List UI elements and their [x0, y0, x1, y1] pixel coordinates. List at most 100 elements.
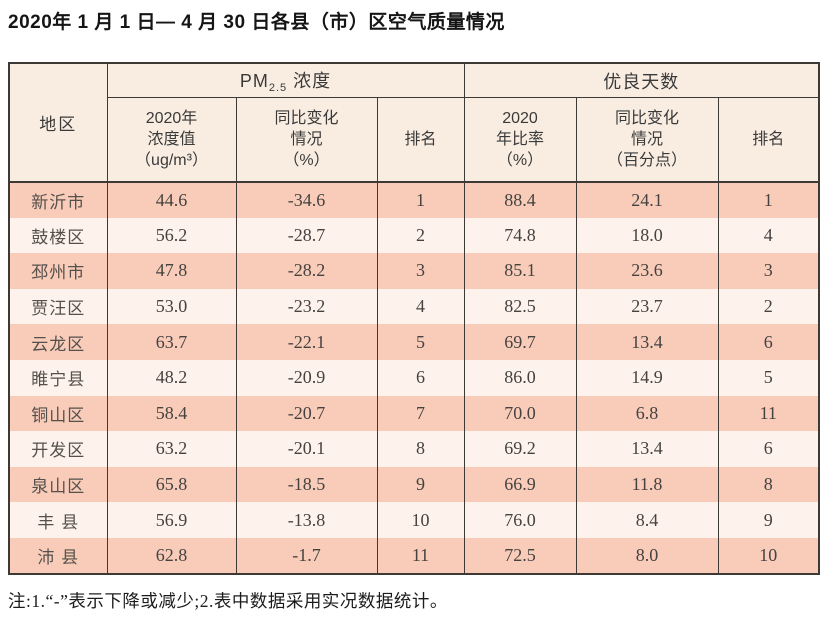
table-row: 沛 县 62.8 -1.7 11 72.5 8.0 10	[8, 537, 820, 574]
header-rate-rank: 排名	[717, 97, 820, 183]
table-row: 鼓楼区 56.2 -28.7 2 74.8 18.0 4	[8, 217, 820, 254]
header-pm-rank: 排名	[376, 97, 465, 183]
header-pm-change-line2: 情况	[290, 130, 323, 148]
header-pm-value-line2: 浓度值	[147, 130, 196, 148]
pm25-subscript: 2.5	[268, 82, 288, 94]
region-cell: 鼓楼区	[8, 217, 108, 254]
rate-change-cell: 24.1	[575, 182, 719, 218]
pm-rank-cell: 3	[376, 253, 465, 289]
rate-cell: 74.8	[463, 217, 577, 254]
table-body: 新沂市 44.6 -34.6 1 88.4 24.1 1 鼓楼区 56.2 -2…	[8, 182, 820, 574]
region-cell: 开发区	[8, 431, 108, 467]
region-cell: 贾汪区	[8, 288, 108, 325]
pm-rank-cell: 7	[376, 395, 465, 432]
pm-value-cell: 63.7	[106, 324, 237, 360]
pm-rank-cell: 8	[376, 431, 465, 467]
rate-change-cell: 8.0	[575, 537, 719, 574]
pm-value-cell: 44.6	[106, 182, 237, 218]
header-pm-change: 同比变化 情况 （%）	[235, 97, 378, 183]
rate-change-cell: 18.0	[575, 217, 719, 254]
rate-change-cell: 8.4	[575, 502, 719, 538]
pm-value-cell: 58.4	[106, 395, 237, 432]
footnote: 注:1.“-”表示下降或减少;2.表中数据采用实况数据统计。	[8, 591, 448, 611]
pm-value-cell: 53.0	[106, 288, 237, 325]
rate-change-cell: 6.8	[575, 395, 719, 432]
pm-change-cell: -22.1	[235, 324, 378, 360]
table-row: 睢宁县 48.2 -20.9 6 86.0 14.9 5	[8, 359, 820, 396]
header-rate-change-unit: （百分点）	[607, 152, 688, 170]
region-cell: 睢宁县	[8, 359, 108, 396]
pm-value-cell: 56.9	[106, 502, 237, 538]
rate-rank-cell: 10	[717, 537, 820, 574]
header-pm-change-unit: （%）	[283, 152, 330, 170]
pm-rank-cell: 11	[376, 537, 465, 574]
rate-rank-cell: 6	[717, 431, 820, 467]
rate-rank-cell: 9	[717, 502, 820, 538]
rate-cell: 69.7	[463, 324, 577, 360]
pm-value-cell: 48.2	[106, 359, 237, 396]
region-cell: 新沂市	[8, 182, 108, 218]
rate-rank-cell: 4	[717, 217, 820, 254]
rate-change-cell: 23.7	[575, 288, 719, 325]
pm-change-cell: -20.7	[235, 395, 378, 432]
pm-rank-cell: 10	[376, 502, 465, 538]
page-title: 2020年 1 月 1 日— 4 月 30 日各县（市）区空气质量情况	[8, 12, 505, 33]
table-row: 铜山区 58.4 -20.7 7 70.0 6.8 11	[8, 395, 820, 432]
rate-rank-cell: 2	[717, 288, 820, 325]
table-row: 丰 县 56.9 -13.8 10 76.0 8.4 9	[8, 502, 820, 538]
header-good-days-group: 优良天数	[463, 63, 820, 98]
table-header: 地区 PM2.5 浓度 优良天数 2020年 浓度值 （ug/m³） 同比变化 …	[8, 63, 820, 183]
header-rate-line2: 年比率	[496, 130, 545, 148]
rate-rank-cell: 11	[717, 395, 820, 432]
table-row: 新沂市 44.6 -34.6 1 88.4 24.1 1	[8, 182, 820, 218]
rate-cell: 72.5	[463, 537, 577, 574]
pm-change-cell: -28.7	[235, 217, 378, 254]
header-rate: 2020 年比率 （%）	[463, 97, 577, 183]
pm-change-cell: -18.5	[235, 466, 378, 503]
pm-change-cell: -1.7	[235, 537, 378, 574]
rate-cell: 85.1	[463, 253, 577, 289]
rate-cell: 88.4	[463, 182, 577, 218]
pm-rank-cell: 2	[376, 217, 465, 254]
header-rate-change-line2: 情况	[631, 130, 664, 148]
table-row: 云龙区 63.7 -22.1 5 69.7 13.4 6	[8, 324, 820, 360]
rate-rank-cell: 5	[717, 359, 820, 396]
table-row: 开发区 63.2 -20.1 8 69.2 13.4 6	[8, 431, 820, 467]
table-row: 泉山区 65.8 -18.5 9 66.9 11.8 8	[8, 466, 820, 503]
pm-rank-cell: 5	[376, 324, 465, 360]
air-quality-table: 地区 PM2.5 浓度 优良天数 2020年 浓度值 （ug/m³） 同比变化 …	[8, 62, 821, 575]
region-cell: 泉山区	[8, 466, 108, 503]
header-pm25-group: PM2.5 浓度	[106, 63, 465, 98]
rate-cell: 69.2	[463, 431, 577, 467]
pm-rank-cell: 1	[376, 182, 465, 218]
pm-value-cell: 62.8	[106, 537, 237, 574]
header-rate-change: 同比变化 情况 （百分点）	[575, 97, 719, 183]
header-pm-value: 2020年 浓度值 （ug/m³）	[106, 97, 237, 183]
pm-value-cell: 56.2	[106, 217, 237, 254]
rate-cell: 86.0	[463, 359, 577, 396]
table-row: 贾汪区 53.0 -23.2 4 82.5 23.7 2	[8, 288, 820, 325]
rate-rank-cell: 6	[717, 324, 820, 360]
header-rate-change-line1: 同比变化	[615, 109, 680, 127]
pm-change-cell: -23.2	[235, 288, 378, 325]
pm25-rest: 浓度	[287, 71, 332, 91]
rate-change-cell: 13.4	[575, 431, 719, 467]
rate-rank-cell: 1	[717, 182, 820, 218]
pm-change-cell: -13.8	[235, 502, 378, 538]
rate-cell: 70.0	[463, 395, 577, 432]
rate-cell: 82.5	[463, 288, 577, 325]
pm-change-cell: -20.1	[235, 431, 378, 467]
rate-change-cell: 23.6	[575, 253, 719, 289]
header-pm-value-unit: （ug/m³）	[135, 152, 208, 170]
rate-cell: 66.9	[463, 466, 577, 503]
rate-change-cell: 11.8	[575, 466, 719, 503]
region-cell: 邳州市	[8, 253, 108, 289]
rate-rank-cell: 8	[717, 466, 820, 503]
pm25-base: PM	[239, 71, 269, 91]
header-pm-value-line1: 2020年	[145, 109, 198, 127]
pm-change-cell: -20.9	[235, 359, 378, 396]
rate-cell: 76.0	[463, 502, 577, 538]
pm-rank-cell: 4	[376, 288, 465, 325]
region-cell: 云龙区	[8, 324, 108, 360]
pm-change-cell: -34.6	[235, 182, 378, 218]
